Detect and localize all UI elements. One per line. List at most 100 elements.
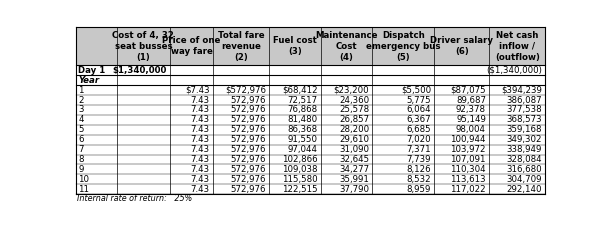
Text: 572,976: 572,976 xyxy=(230,95,266,105)
Text: Driver salary
(6): Driver salary (6) xyxy=(430,36,493,57)
Text: 349,302: 349,302 xyxy=(507,135,542,144)
Text: 8: 8 xyxy=(78,155,84,164)
Bar xyxy=(76,65,545,75)
Text: 8,532: 8,532 xyxy=(407,175,431,184)
Text: ($1,340,000): ($1,340,000) xyxy=(486,66,542,75)
Text: 386,087: 386,087 xyxy=(507,95,542,105)
Text: 292,140: 292,140 xyxy=(507,185,542,194)
Text: 572,976: 572,976 xyxy=(230,155,266,164)
Text: 102,866: 102,866 xyxy=(282,155,318,164)
Text: 359,168: 359,168 xyxy=(507,125,542,134)
Text: Maintenance
Cost
(4): Maintenance Cost (4) xyxy=(315,31,378,62)
Text: 98,004: 98,004 xyxy=(456,125,486,134)
Text: Total fare
revenue
(2): Total fare revenue (2) xyxy=(218,31,265,62)
Text: 572,976: 572,976 xyxy=(230,135,266,144)
Text: 86,368: 86,368 xyxy=(287,125,318,134)
Text: 5,775: 5,775 xyxy=(407,95,431,105)
Bar xyxy=(76,174,545,184)
Text: 5: 5 xyxy=(78,125,84,134)
Text: 572,976: 572,976 xyxy=(230,125,266,134)
Text: 7.43: 7.43 xyxy=(191,175,210,184)
Text: 338,949: 338,949 xyxy=(507,145,542,154)
Text: 3: 3 xyxy=(78,105,84,114)
Text: Cost of 4, 32
seat busses
(1): Cost of 4, 32 seat busses (1) xyxy=(112,31,175,62)
Text: 109,038: 109,038 xyxy=(282,165,318,174)
Text: 2: 2 xyxy=(78,95,84,105)
Text: 4: 4 xyxy=(78,115,84,124)
Text: $7.43: $7.43 xyxy=(185,86,210,95)
Text: 115,580: 115,580 xyxy=(282,175,318,184)
Text: 11: 11 xyxy=(78,185,89,194)
Bar xyxy=(76,144,545,155)
Bar xyxy=(76,85,545,95)
Text: 107,091: 107,091 xyxy=(450,155,486,164)
Text: 72,517: 72,517 xyxy=(287,95,318,105)
Text: 368,573: 368,573 xyxy=(507,115,542,124)
Text: $23,200: $23,200 xyxy=(333,86,369,95)
Bar xyxy=(76,95,545,105)
Text: 7.43: 7.43 xyxy=(191,125,210,134)
Text: 81,480: 81,480 xyxy=(287,115,318,124)
Text: 31,090: 31,090 xyxy=(339,145,369,154)
Text: 7.43: 7.43 xyxy=(191,95,210,105)
Text: $68,412: $68,412 xyxy=(282,86,318,95)
Bar xyxy=(76,164,545,174)
Text: 572,976: 572,976 xyxy=(230,175,266,184)
Text: 97,044: 97,044 xyxy=(288,145,318,154)
Text: 572,976: 572,976 xyxy=(230,185,266,194)
Text: 7,020: 7,020 xyxy=(407,135,431,144)
Text: 6,367: 6,367 xyxy=(407,115,431,124)
Text: 316,680: 316,680 xyxy=(507,165,542,174)
Text: 7.43: 7.43 xyxy=(191,115,210,124)
Text: 26,857: 26,857 xyxy=(339,115,369,124)
Text: 377,538: 377,538 xyxy=(507,105,542,114)
Text: 37,790: 37,790 xyxy=(339,185,369,194)
Text: 7,739: 7,739 xyxy=(407,155,431,164)
Text: 7.43: 7.43 xyxy=(191,185,210,194)
Text: 1: 1 xyxy=(78,86,84,95)
Text: $394,239: $394,239 xyxy=(501,86,542,95)
Text: 6,064: 6,064 xyxy=(407,105,431,114)
Text: 7.43: 7.43 xyxy=(191,135,210,144)
Text: 572,976: 572,976 xyxy=(230,145,266,154)
Text: 89,687: 89,687 xyxy=(456,95,486,105)
Text: 304,709: 304,709 xyxy=(507,175,542,184)
Bar xyxy=(76,155,545,164)
Text: 91,550: 91,550 xyxy=(288,135,318,144)
Bar xyxy=(76,105,545,115)
Text: 35,991: 35,991 xyxy=(339,175,369,184)
Text: 572,976: 572,976 xyxy=(230,105,266,114)
Text: $572,976: $572,976 xyxy=(225,86,266,95)
Bar xyxy=(76,27,545,65)
Text: Fuel cost
(3): Fuel cost (3) xyxy=(273,36,317,57)
Text: 76,868: 76,868 xyxy=(287,105,318,114)
Bar xyxy=(76,135,545,144)
Text: Day 1: Day 1 xyxy=(78,66,105,75)
Text: 103,972: 103,972 xyxy=(450,145,486,154)
Text: 34,277: 34,277 xyxy=(339,165,369,174)
Text: Price of one
way fare: Price of one way fare xyxy=(162,36,221,57)
Text: 572,976: 572,976 xyxy=(230,165,266,174)
Text: 110,304: 110,304 xyxy=(450,165,486,174)
Text: 6,685: 6,685 xyxy=(407,125,431,134)
Text: 92,378: 92,378 xyxy=(456,105,486,114)
Text: 8,959: 8,959 xyxy=(407,185,431,194)
Text: 572,976: 572,976 xyxy=(230,115,266,124)
Text: 113,613: 113,613 xyxy=(450,175,486,184)
Bar xyxy=(76,184,545,194)
Text: 6: 6 xyxy=(78,135,84,144)
Text: $5,500: $5,500 xyxy=(401,86,431,95)
Text: Year: Year xyxy=(78,76,99,85)
Bar xyxy=(76,125,545,135)
Text: 25,578: 25,578 xyxy=(339,105,369,114)
Text: 7.43: 7.43 xyxy=(191,165,210,174)
Bar xyxy=(76,115,545,125)
Text: 8,126: 8,126 xyxy=(407,165,431,174)
Text: 7.43: 7.43 xyxy=(191,145,210,154)
Text: 7.43: 7.43 xyxy=(191,155,210,164)
Text: Net cash
inflow /
(outflow): Net cash inflow / (outflow) xyxy=(495,31,540,62)
Text: Internal rate of return:   25%: Internal rate of return: 25% xyxy=(77,194,193,203)
Text: 9: 9 xyxy=(78,165,84,174)
Text: 100,944: 100,944 xyxy=(450,135,486,144)
Text: 32,645: 32,645 xyxy=(339,155,369,164)
